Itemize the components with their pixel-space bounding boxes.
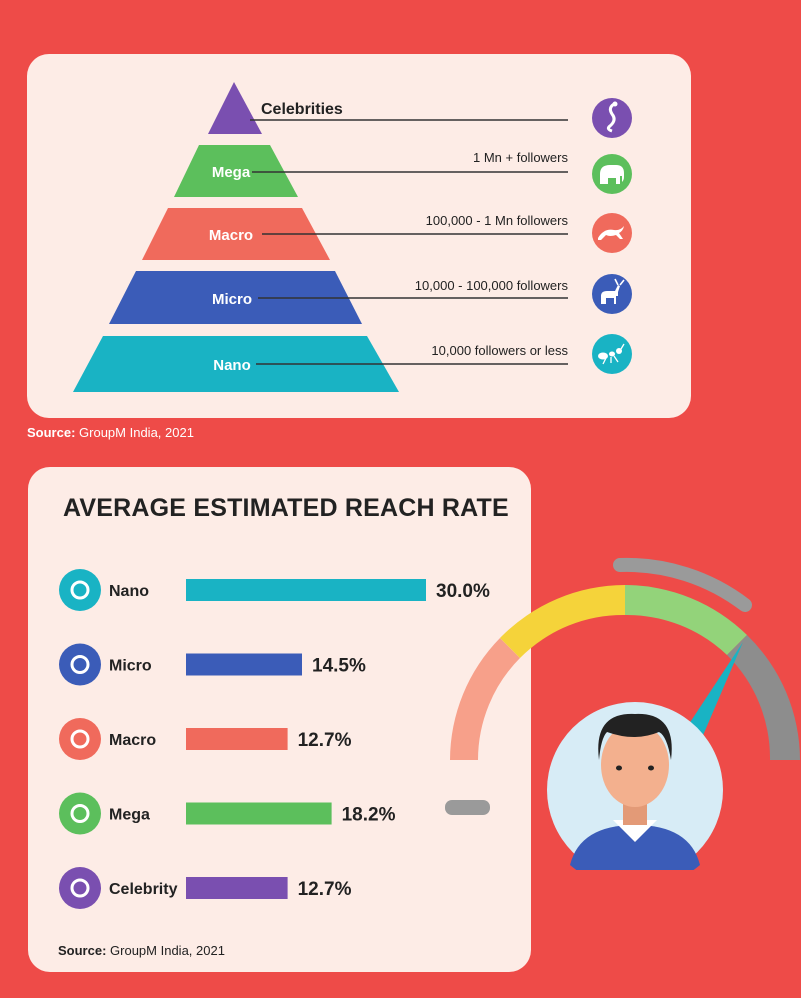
gauge-segment-green — [625, 585, 747, 655]
row-icon-mega — [59, 792, 101, 835]
source-label: Source: — [58, 943, 107, 958]
tier-label-celebrity: Celebrities — [261, 101, 343, 118]
tier-label-micro: Micro — [212, 291, 252, 308]
gauge-segment-gray — [727, 635, 800, 760]
gauge-segment-yellow — [500, 585, 625, 658]
bar-nano — [186, 579, 426, 601]
pyramid-tier-micro — [109, 271, 362, 324]
value-label: 12.7% — [298, 730, 352, 751]
pyramid-tier-celebrity — [208, 82, 262, 134]
bar-mega — [186, 802, 332, 825]
value-label: 18.2% — [342, 805, 396, 826]
row-icon-glyph-mega — [70, 804, 90, 823]
tier-desc-mega: 1 Mn + followers — [473, 150, 569, 165]
deer-icon — [592, 274, 632, 314]
row-icon-glyph-micro — [70, 655, 90, 674]
source-label: Source: — [27, 425, 76, 440]
bar-celebrity — [186, 877, 288, 899]
gauge-segment-salmon — [450, 638, 520, 760]
ant-icon — [592, 334, 632, 374]
row-icon-glyph-macro — [70, 729, 90, 749]
value-label: 12.7% — [298, 879, 352, 900]
reach-bar-chart: Nano 30.0% Micro 14.5% Macro 12.7% Mega 18.2% Ce… — [59, 569, 490, 909]
bar-macro — [186, 728, 288, 750]
row-icon-glyph-nano — [70, 580, 90, 600]
category-label: Micro — [109, 658, 152, 675]
peacock-icon — [592, 98, 632, 138]
category-label: Macro — [109, 732, 156, 749]
pyramid-tier-macro — [142, 208, 330, 260]
category-label: Mega — [109, 807, 150, 824]
tier-label-nano: Nano — [213, 357, 251, 374]
tier-desc-micro: 10,000 - 100,000 followers — [415, 278, 569, 293]
tier-label-macro: Macro — [209, 227, 253, 244]
category-label: Celebrity — [109, 881, 178, 898]
source-text: GroupM India, 2021 — [79, 425, 194, 440]
avatar — [570, 713, 700, 870]
row-icon-celebrity — [59, 867, 101, 909]
source-note-bottom: Source: GroupM India, 2021 — [58, 943, 225, 958]
bar-micro — [186, 653, 302, 676]
tier-desc-macro: 100,000 - 1 Mn followers — [426, 213, 569, 228]
pyramid-tier-mega — [174, 145, 298, 197]
category-label: Nano — [109, 583, 149, 600]
source-note-top: Source: GroupM India, 2021 — [27, 425, 194, 440]
chart-title: AVERAGE ESTIMATED REACH RATE — [63, 494, 509, 522]
row-icon-macro — [59, 718, 101, 760]
gauge-needle — [685, 642, 743, 740]
value-label: 30.0% — [436, 581, 490, 602]
elephant-icon — [592, 154, 632, 194]
reach-gauge-illustration — [445, 557, 800, 870]
gauge-outer-arc — [613, 557, 752, 612]
pyramid-tier-nano — [73, 336, 399, 392]
cheetah-icon — [592, 213, 632, 253]
value-label: 14.5% — [312, 656, 366, 677]
row-icon-micro — [59, 643, 101, 686]
tier-label-mega: Mega — [212, 164, 251, 181]
influencer-pyramid: Celebrities Mega Macro Micro Nano 1 Mn +… — [73, 82, 632, 392]
source-text: GroupM India, 2021 — [110, 943, 225, 958]
tier-desc-nano: 10,000 followers or less — [431, 343, 568, 358]
row-icon-glyph-celebrity — [70, 878, 90, 898]
gauge-base-bar — [445, 800, 490, 815]
row-icon-nano — [59, 569, 101, 611]
